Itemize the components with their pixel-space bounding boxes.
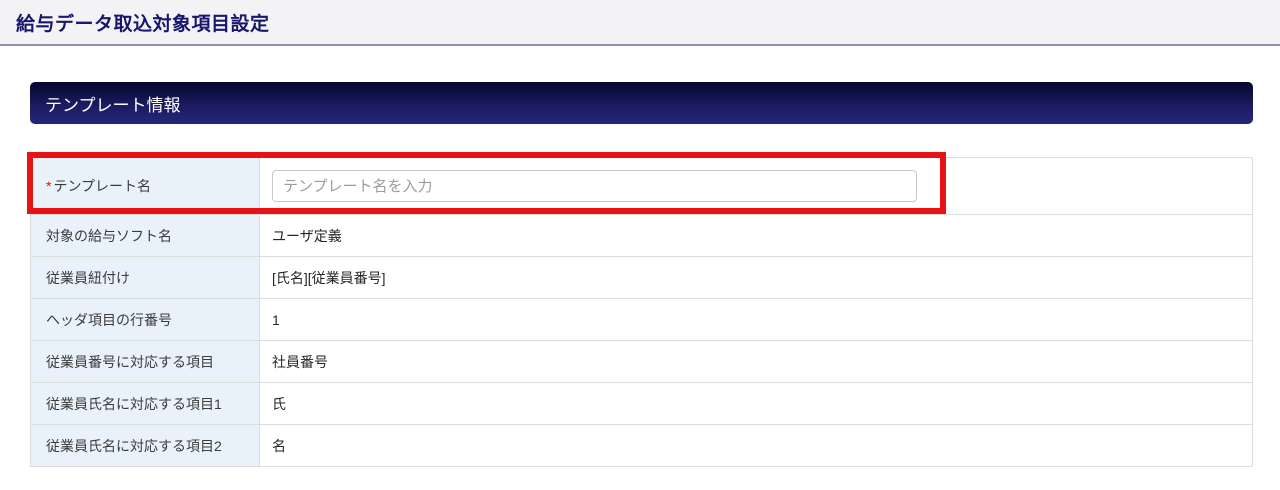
row-label: 従業員紐付け (46, 269, 130, 286)
row-value: 名 (272, 437, 286, 454)
row-label: 従業員氏名に対応する項目1 (46, 395, 222, 412)
row-label-cell: 従業員番号に対応する項目 (31, 341, 260, 382)
row-label: 対象の給与ソフト名 (46, 227, 172, 244)
row-label-cell: 従業員紐付け (31, 257, 260, 298)
section-header-label: テンプレート情報 (45, 95, 181, 115)
template-name-input[interactable] (272, 170, 917, 202)
row-value: 1 (272, 311, 280, 328)
row-label-cell: 従業員氏名に対応する項目2 (31, 425, 260, 466)
section-header-template-info: テンプレート情報 (30, 82, 1253, 124)
table-row: 従業員紐付け [氏名][従業員番号] (31, 256, 1252, 298)
row-label-cell: 従業員氏名に対応する項目1 (31, 383, 260, 424)
table-row: 従業員氏名に対応する項目1 氏 (31, 382, 1252, 424)
row-value: [氏名][従業員番号] (272, 269, 386, 286)
row-value-cell: ユーザ定義 (260, 215, 1252, 256)
row-value-cell: 名 (260, 425, 1252, 466)
table-row: 従業員氏名に対応する項目2 名 (31, 424, 1252, 466)
row-value-cell: 氏 (260, 383, 1252, 424)
table-row: 対象の給与ソフト名 ユーザ定義 (31, 214, 1252, 256)
row-value-cell: 1 (260, 299, 1252, 340)
title-band: 給与データ取込対象項目設定 (0, 0, 1280, 46)
row-value: 氏 (272, 395, 286, 412)
table-row: ヘッダ項目の行番号 1 (31, 298, 1252, 340)
row-label: 従業員氏名に対応する項目2 (46, 437, 222, 454)
row-label: ヘッダ項目の行番号 (46, 311, 172, 328)
template-info-table: * テンプレート名 対象の給与ソフト名 ユーザ定義 従業員紐付け [氏名][従業… (30, 157, 1253, 467)
table-row: 従業員番号に対応する項目 社員番号 (31, 340, 1252, 382)
row-value: 社員番号 (272, 353, 328, 370)
table-row-template-name: * テンプレート名 (31, 158, 1252, 214)
required-marker: * (46, 178, 52, 194)
page-title: 給与データ取込対象項目設定 (16, 13, 270, 35)
row-value-cell: [氏名][従業員番号] (260, 257, 1252, 298)
row-label-cell: 対象の給与ソフト名 (31, 215, 260, 256)
row-label-cell: * テンプレート名 (31, 158, 260, 214)
row-value-cell: 社員番号 (260, 341, 1252, 382)
row-value-cell (260, 158, 1252, 214)
row-label: テンプレート名 (53, 178, 152, 194)
row-label-cell: ヘッダ項目の行番号 (31, 299, 260, 340)
row-value: ユーザ定義 (272, 227, 342, 244)
row-label: 従業員番号に対応する項目 (46, 353, 214, 370)
